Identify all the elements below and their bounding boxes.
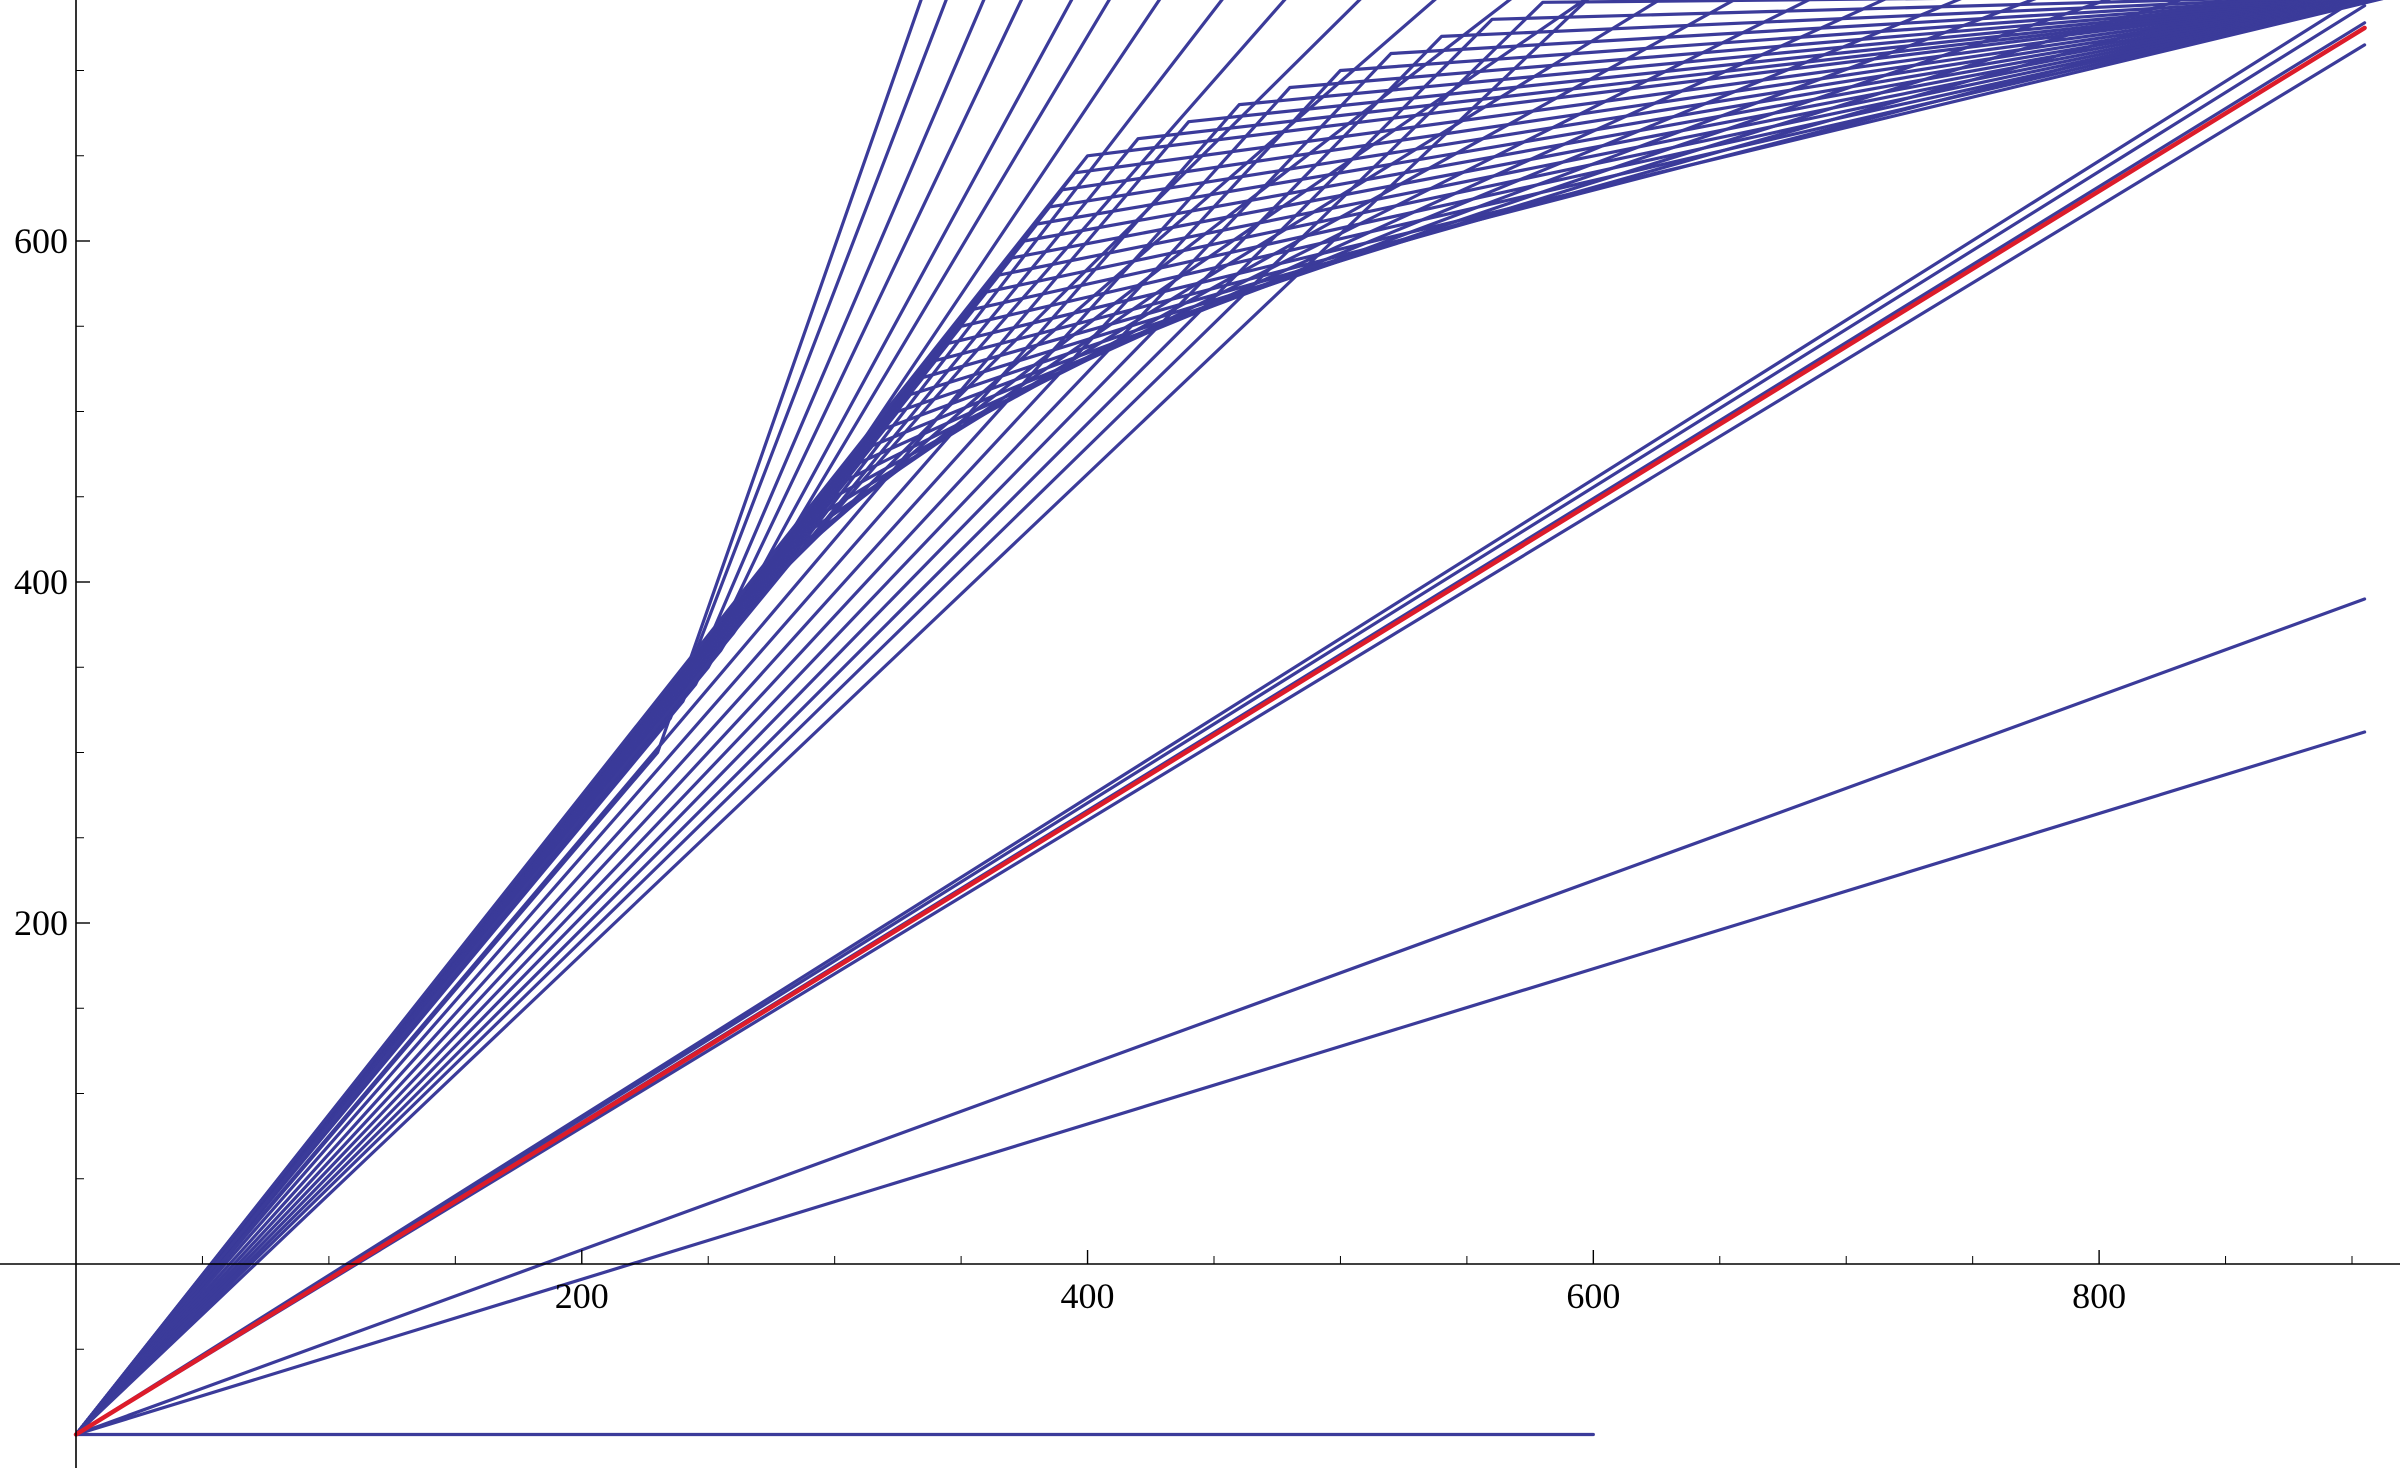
- highlight-series-line: [73, 25, 2367, 1437]
- x-tick-label: 400: [1061, 1276, 1115, 1316]
- series-line-48: [74, 43, 2367, 1437]
- series-line-45: [74, 0, 1590, 1437]
- series-line-44: [74, 0, 1938, 1437]
- series-line-11: [74, 0, 1437, 1437]
- series-line-14: [74, 0, 1663, 1437]
- series-line-38: [74, 0, 2355, 1437]
- series-line-42: [74, 0, 2299, 1437]
- series-line-21: [74, 0, 2186, 1437]
- x-tick-label: 800: [2072, 1276, 2126, 1316]
- series-line-46: [74, 730, 2367, 1437]
- series-line-19: [74, 0, 2037, 1437]
- series-line-40: [74, 0, 2339, 1437]
- series-line-18: [74, 0, 1962, 1437]
- series-line-20: [74, 0, 2112, 1437]
- series-layer: [74, 0, 2384, 1437]
- series-line-37: [74, 0, 2360, 1437]
- series-line-16: [74, 0, 1813, 1437]
- y-tick-label: 400: [14, 562, 68, 602]
- x-tick-label: 200: [555, 1276, 609, 1316]
- series-line-43: [74, 0, 2239, 1437]
- series-line-10: [74, 0, 1362, 1437]
- series-line-9: [74, 0, 1287, 1437]
- series-line-35: [74, 0, 2366, 1437]
- y-tick-label: 200: [14, 903, 68, 943]
- series-line-39: [74, 0, 2349, 1437]
- y-tick-label: 600: [14, 221, 68, 261]
- series-line-36: [74, 0, 2363, 1437]
- series-line-50: [74, 4, 2367, 1437]
- series-line-47: [74, 597, 2367, 1437]
- series-line-15: [74, 0, 1738, 1437]
- series-line-51: [74, 0, 2358, 1437]
- x-tick-label: 600: [1566, 1276, 1620, 1316]
- highlight-layer: [73, 25, 2367, 1437]
- series-line-12: [74, 0, 1513, 1437]
- series-line-41: [74, 0, 2325, 1437]
- tick-labels: 200 400 600 800 200 400 600: [14, 221, 2126, 1316]
- series-line-13: [74, 0, 1588, 1437]
- series-line-17: [74, 0, 1887, 1437]
